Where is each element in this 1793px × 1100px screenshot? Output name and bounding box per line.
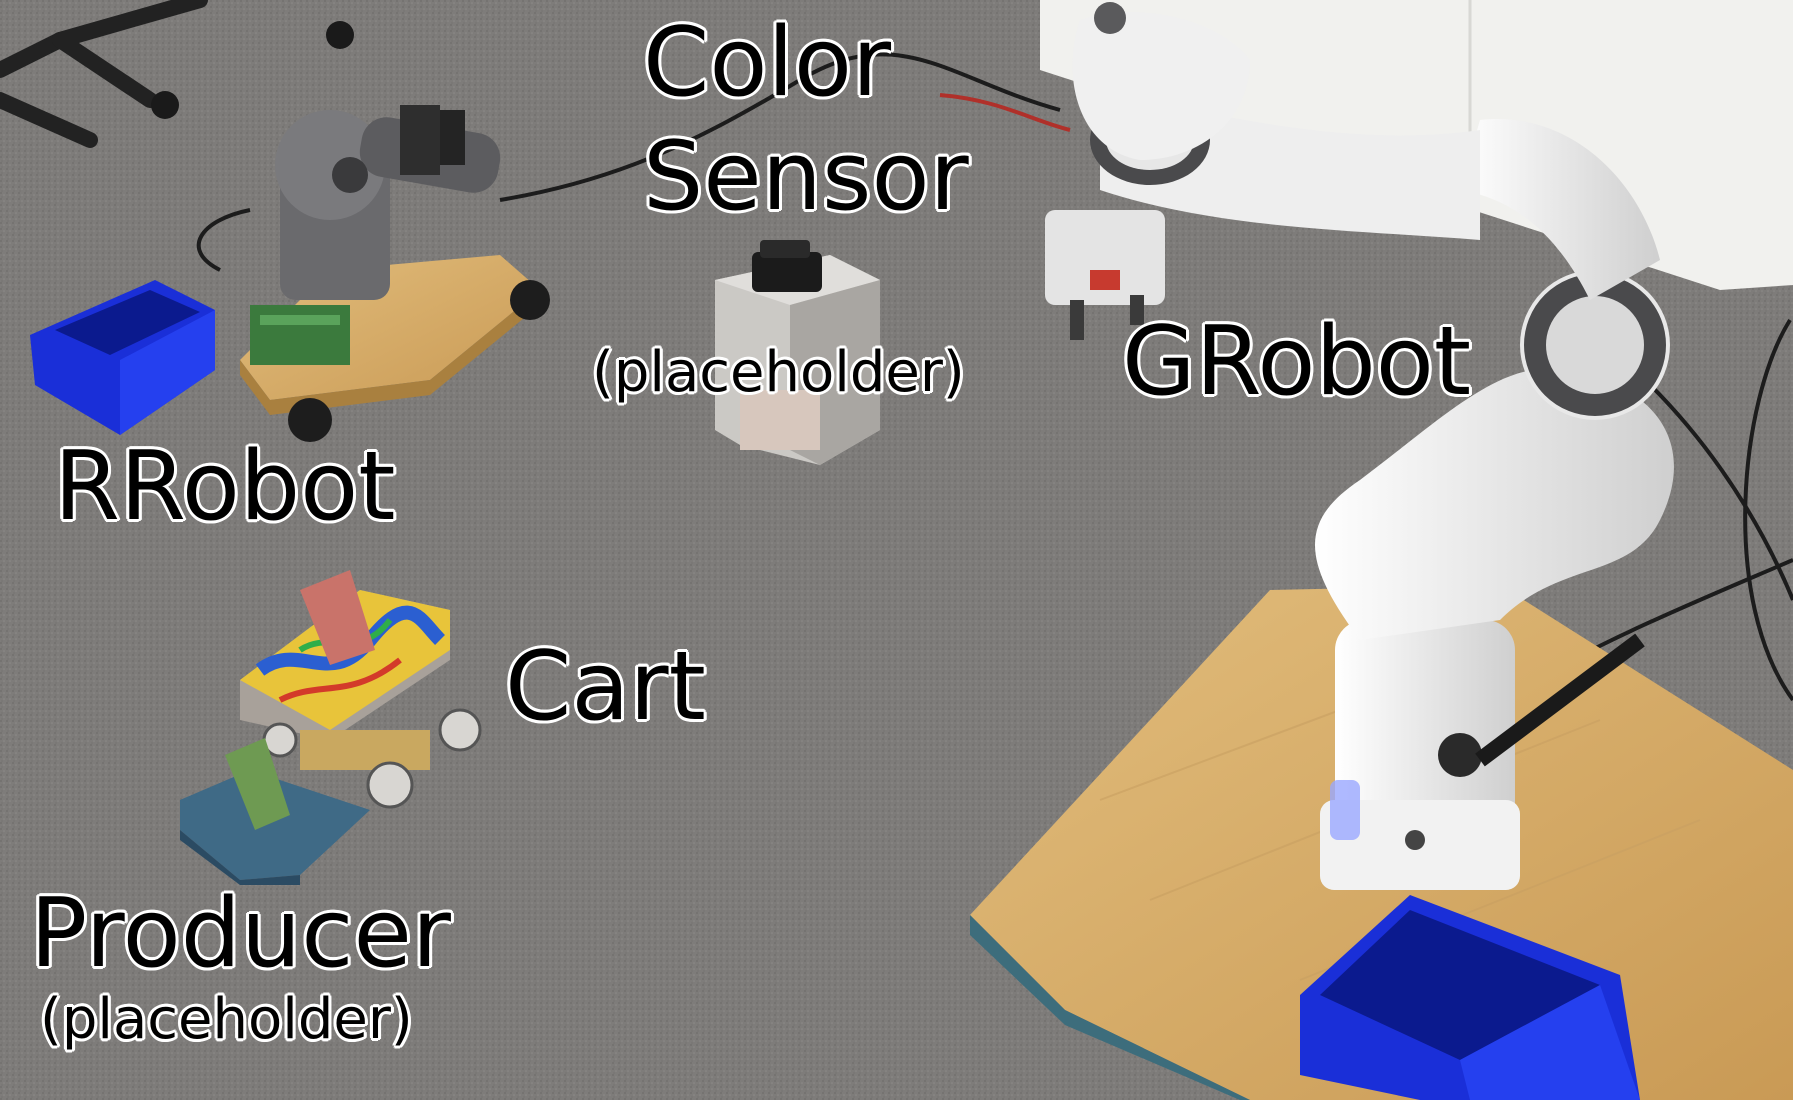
color-sensor-label-line2: Sensor — [643, 122, 969, 232]
rrobot-platform — [240, 255, 550, 442]
blue-bin-right — [1300, 895, 1640, 1100]
color-sensor-block — [715, 240, 880, 465]
producer-placeholder-note: (placeholder) — [40, 987, 413, 1052]
rrobot-arm — [275, 105, 501, 300]
rrobot-label: RRobot — [54, 432, 396, 542]
cart — [240, 570, 482, 809]
blue-bin-left — [30, 280, 215, 435]
cart-label: Cart — [505, 632, 706, 742]
grobot-label: GRobot — [1122, 307, 1472, 417]
office-chair-base — [0, 0, 208, 148]
color-sensor-label-line1: Color — [643, 8, 892, 118]
grobot-arm — [1045, 2, 1674, 890]
producer-label: Producer — [30, 879, 451, 989]
producer-block — [180, 738, 370, 885]
color-sensor-placeholder-note: (placeholder) — [592, 340, 965, 405]
